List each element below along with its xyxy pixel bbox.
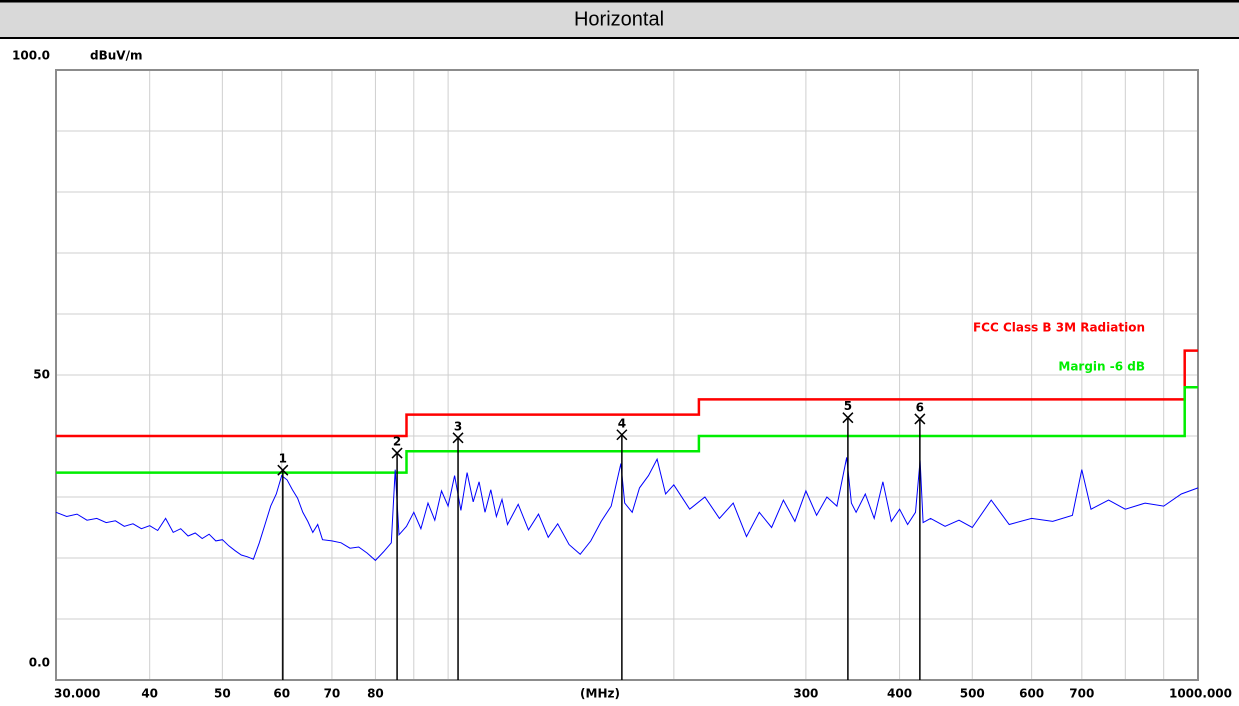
y-unit: dBuV/m [90,49,142,63]
x-unit: (MHz) [580,687,620,701]
trace [55,457,1199,562]
x-tick-label: 30.000 [54,687,100,701]
limit-line [56,385,1198,474]
marker-label: 2 [393,435,401,449]
marker-x [842,412,854,424]
plot-frame [55,69,1199,681]
marker-x [452,432,464,444]
marker-x [616,429,628,441]
x-tick-label: 700 [1069,687,1094,701]
x-tick-label: 60 [273,687,290,701]
x-tick-label: 70 [324,687,341,701]
legend-label: Margin -6 dB [1058,360,1145,374]
marker-x [277,464,289,476]
marker-x [914,413,926,425]
x-tick-label: 50 [214,687,231,701]
chart-title: Horizontal [574,8,664,30]
x-tick-label: 1000.000 [1169,687,1232,701]
y-tick-label: 0.0 [29,656,50,670]
marker-label: 3 [454,419,462,433]
y-tick-label: 100.0 [12,49,50,63]
limit-line [56,349,1198,438]
legend-label: FCC Class B 3M Radiation [973,321,1145,335]
marker-label: 5 [844,399,852,413]
x-tick-label: 500 [960,687,985,701]
marker-label: 4 [618,416,626,430]
x-tick-label: 80 [367,687,384,701]
header [0,0,1239,38]
y-tick-label: 50 [33,368,50,382]
x-tick-label: 600 [1019,687,1044,701]
marker-label: 6 [916,400,924,414]
marker-label: 1 [279,452,287,466]
marker-x [391,447,403,459]
x-tick-label: 400 [887,687,912,701]
x-tick-label: 300 [793,687,818,701]
x-tick-label: 40 [141,687,158,701]
